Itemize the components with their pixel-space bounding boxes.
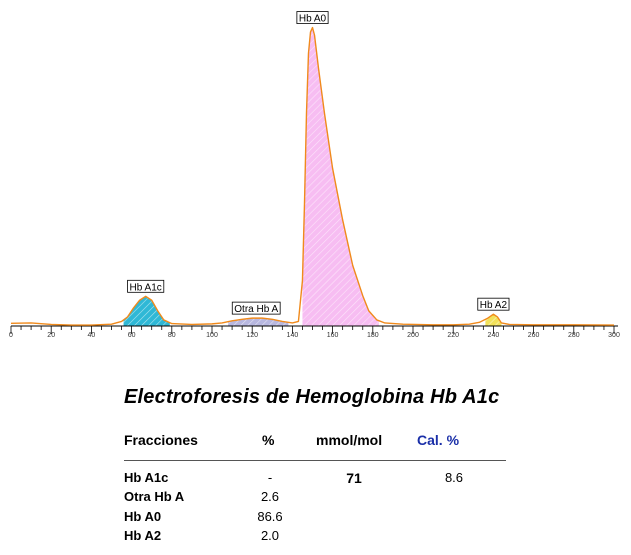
row-percent: 2.6: [260, 489, 280, 504]
x-tick-label: 0: [9, 332, 13, 339]
electropherogram-chart: 0 20 40 60 80 100 120 140 160 180 200 220 240 260 280 3…: [9, 11, 620, 339]
x-tick-label: 20: [47, 332, 55, 339]
row-percent: -: [267, 470, 273, 485]
peak-label: Hb A2: [477, 297, 510, 311]
x-tick-label: 240: [488, 332, 500, 339]
x-tick-label: 40: [88, 332, 96, 339]
peak-label: Hb A1c: [127, 279, 165, 293]
peak-label-text: Hb A0: [299, 14, 327, 25]
peak-label-text: Hb A2: [480, 300, 508, 311]
x-tick-label: 140: [287, 332, 299, 339]
peak-label-box: [231, 301, 281, 315]
peak-label-text: Hb A1c: [130, 282, 162, 293]
row-percent: 2.0: [260, 528, 280, 543]
row-percent: 86.6: [257, 509, 283, 524]
row-cal: 8.6: [444, 470, 464, 485]
report-title: Electroforesis de Hemoglobina Hb A1c: [124, 386, 500, 408]
header-fracciones: Fracciones: [124, 432, 198, 448]
peak-label-box: [127, 279, 165, 293]
x-tick-label: 300: [608, 332, 620, 339]
trace-line: [10, 26, 615, 326]
x-tick-label: 200: [407, 332, 419, 339]
table-divider: [124, 460, 506, 461]
x-tick-label: 280: [568, 332, 580, 339]
peak-label-box: [477, 297, 510, 311]
peak-label-text: Otra Hb A: [234, 304, 278, 315]
x-tick-label: 160: [327, 332, 339, 339]
header-mmol: mmol/mol: [316, 432, 383, 448]
x-tick-label: 80: [168, 332, 176, 339]
x-tick-label: 260: [528, 332, 540, 339]
row-name: Hb A2: [124, 528, 162, 543]
x-tick-label: 180: [367, 332, 379, 339]
x-tick-label: 60: [128, 332, 136, 339]
header-cal: Cal. %: [417, 432, 460, 448]
x-tick-label: 220: [447, 332, 459, 339]
header-percent: %: [262, 432, 275, 448]
peak-hatch-2: [302, 27, 379, 326]
x-tick-label: 120: [246, 332, 258, 339]
peak-label: Otra Hb A: [231, 301, 281, 315]
row-name: Hb A0: [124, 509, 162, 524]
peak-label: Hb A0: [296, 11, 329, 25]
row-name: Hb A1c: [124, 470, 169, 485]
peak-label-box: [296, 11, 329, 24]
peak-hatch-0: [123, 296, 170, 326]
row-name: Otra Hb A: [124, 489, 185, 504]
x-tick-label: 100: [206, 332, 218, 339]
row-mmol: 71: [346, 470, 362, 486]
